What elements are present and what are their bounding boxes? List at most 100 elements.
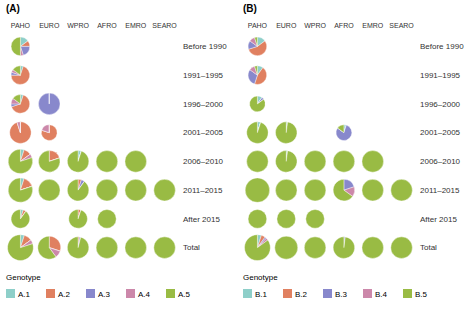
pie — [96, 179, 118, 201]
legend-item: A.2 — [46, 289, 71, 299]
legend-item: B.4 — [363, 289, 388, 299]
pie-slice — [125, 237, 147, 259]
row-label: After 2015 — [420, 215, 457, 224]
pies — [7, 37, 175, 261]
pie — [38, 151, 60, 173]
legend-label: A.5 — [178, 290, 191, 299]
pie-slice — [38, 236, 56, 259]
column-header: WPRO — [304, 22, 326, 29]
legend-item: B.2 — [283, 289, 308, 299]
pie-slice — [8, 178, 32, 202]
pie-slice — [96, 151, 118, 173]
pie-slice — [67, 179, 89, 201]
pie — [248, 210, 267, 229]
pie — [248, 37, 267, 56]
pie — [125, 151, 147, 173]
pie-slice — [362, 179, 384, 201]
legend-item: A.5 — [166, 289, 191, 299]
pie-slice — [275, 151, 297, 173]
pie-slice — [275, 122, 297, 144]
pie — [362, 151, 384, 173]
pie — [391, 179, 413, 201]
legend: GenotypeA.1A.2A.3A.4A.5 — [6, 273, 191, 299]
row-label: 1991–1995 — [183, 71, 224, 80]
pie — [69, 210, 88, 229]
pie — [67, 151, 89, 173]
pie-slice — [304, 179, 326, 201]
pie-slice — [245, 178, 269, 202]
legend-label: A.3 — [98, 290, 111, 299]
pie — [362, 237, 384, 259]
pie — [247, 151, 269, 173]
column-header: EURO — [39, 22, 60, 29]
pie-slice — [69, 210, 88, 229]
pie-slice — [391, 179, 413, 201]
row-label: 2001–2005 — [183, 128, 224, 137]
pie — [38, 93, 60, 115]
row-label: 2011–2015 — [420, 186, 460, 195]
pie — [11, 210, 30, 229]
legend-label: A.2 — [58, 290, 71, 299]
pie — [125, 237, 147, 259]
legend-label: B.1 — [255, 290, 268, 299]
pie-slice — [17, 122, 20, 132]
pie-slice — [11, 37, 20, 56]
column-header: EMRO — [362, 22, 384, 29]
pie — [67, 237, 89, 259]
row-label: After 2015 — [183, 215, 220, 224]
pie — [391, 237, 413, 259]
pie-slice — [125, 151, 147, 173]
pie-slice — [154, 179, 176, 201]
pie-slice — [96, 237, 118, 259]
pie-slice — [125, 179, 147, 201]
legend-swatch — [46, 289, 55, 298]
legend-title: Genotype — [243, 273, 278, 282]
legend-label: B.5 — [415, 290, 428, 299]
row-label: Total — [420, 243, 437, 252]
pie-slice — [49, 93, 50, 104]
legend-label: A.1 — [18, 290, 31, 299]
pie — [275, 236, 298, 259]
pie — [98, 210, 117, 229]
column-header: AFRO — [97, 22, 117, 29]
pie — [247, 122, 269, 144]
pie-slice — [12, 95, 30, 113]
row-label: 2001–2005 — [420, 128, 461, 137]
pie — [38, 179, 60, 201]
legend-swatch — [323, 289, 332, 298]
panel: (A)PAHOEUROWPROAFROEMROSEAROBefore 19901… — [6, 3, 227, 299]
pie-slice — [98, 210, 117, 229]
pie-slice — [42, 125, 50, 133]
pie-slice — [67, 237, 89, 259]
row-label: 1996–2000 — [183, 100, 224, 109]
pie-slice — [38, 93, 60, 115]
legend-swatch — [243, 289, 252, 298]
legend-swatch — [403, 289, 412, 298]
legend-label: B.4 — [375, 290, 388, 299]
pie-slice — [38, 151, 60, 173]
pie-slice — [13, 95, 21, 104]
pie-slice — [362, 151, 384, 173]
pie — [336, 125, 352, 141]
pie-slice — [11, 210, 30, 229]
column-header: SEARO — [389, 22, 414, 29]
column-header: SEARO — [152, 22, 177, 29]
pie-slice — [41, 125, 57, 141]
legend: GenotypeB.1B.2B.3B.4B.5 — [243, 273, 428, 299]
pie — [333, 237, 355, 259]
row-label: 2006–2010 — [420, 157, 461, 166]
legend-swatch — [6, 289, 15, 298]
pie — [250, 96, 266, 112]
pie — [304, 151, 326, 173]
pie-slice — [96, 179, 118, 201]
pie-slice — [20, 46, 29, 55]
pie-slice — [250, 96, 266, 112]
pie-slice — [304, 151, 326, 173]
legend-swatch — [166, 289, 175, 298]
pie-slice — [10, 122, 32, 144]
pie — [11, 37, 30, 56]
panel: (B)PAHOEUROWPROAFROEMROSEAROBefore 19901… — [243, 3, 464, 299]
pie-slice — [333, 179, 353, 201]
legend-item: A.1 — [6, 289, 31, 299]
panel-title: (B) — [243, 3, 257, 14]
